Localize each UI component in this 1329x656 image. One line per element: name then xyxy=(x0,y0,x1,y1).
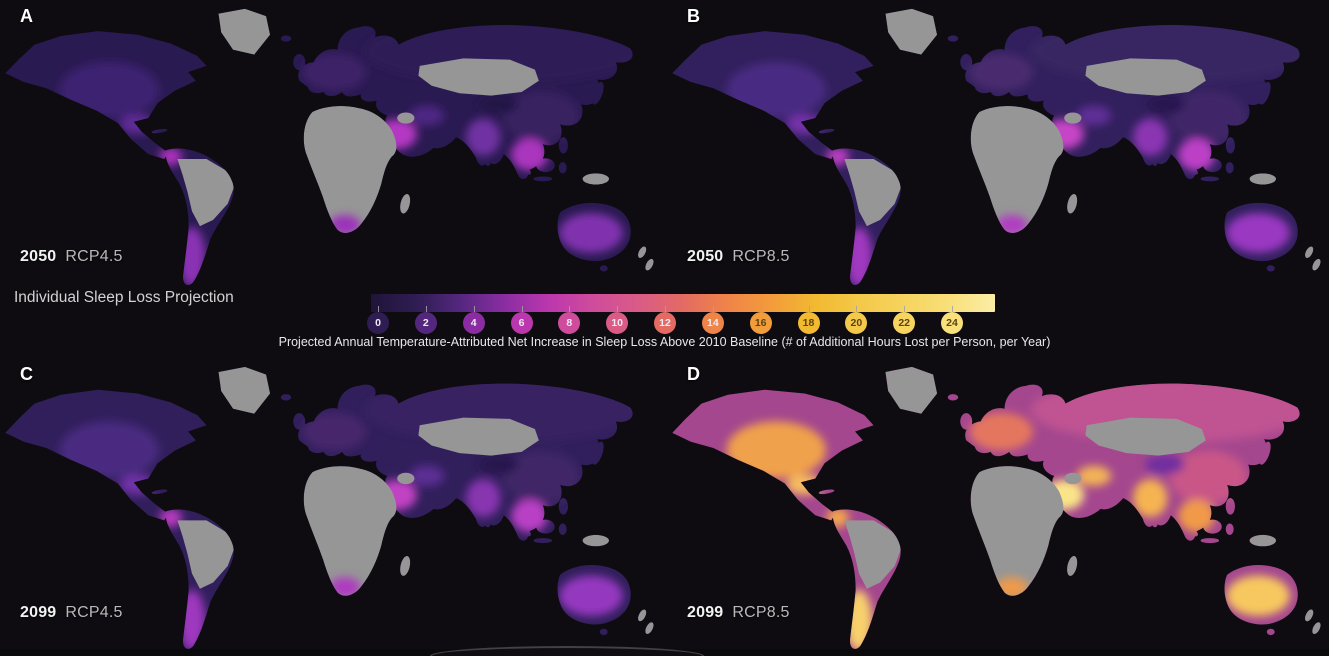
panel-letter-d: D xyxy=(687,364,700,384)
panel-caption-d: 2099 RCP8.5 xyxy=(687,604,790,622)
panel-caption-b: 2050 RCP8.5 xyxy=(687,248,790,266)
map-slot-d xyxy=(667,358,1329,656)
legend-value-chip: 22 xyxy=(893,312,916,334)
bottom-map-row: C 2099 RCP4.5 xyxy=(0,358,1329,656)
legend-value-chip: 2 xyxy=(414,312,437,334)
map-panel-c: C 2099 RCP4.5 xyxy=(0,358,662,656)
world-map xyxy=(5,366,656,649)
legend-band: Individual Sleep Loss Projection 0 2 4 6 8 10… xyxy=(0,285,1329,358)
legend-value-chip: 16 xyxy=(749,312,772,334)
map-slot-c xyxy=(0,358,662,656)
colorbar-tick xyxy=(856,306,858,312)
legend-value-chip: 0 xyxy=(367,312,389,334)
colorbar-tick xyxy=(665,306,666,312)
colorbar-tick xyxy=(617,306,619,312)
panel-scenario: RCP8.5 xyxy=(732,248,790,265)
panel-letter-c: C xyxy=(20,364,33,384)
legend-value-chip: 6 xyxy=(510,312,533,334)
panel-scenario: RCP8.5 xyxy=(732,604,790,621)
legend-value-chip: 12 xyxy=(654,312,676,334)
colorbar-tick xyxy=(378,306,379,312)
panel-letter-b: B xyxy=(687,6,700,26)
colorbar-tick xyxy=(521,306,523,312)
colorbar-tick xyxy=(569,306,571,312)
colorbar xyxy=(371,294,995,312)
panel-caption-a: 2050 RCP4.5 xyxy=(20,248,123,266)
panel-year: 2050 xyxy=(20,248,57,265)
legend-scale: 0 2 4 6 8 10 12 14 16 18 20 22 24 xyxy=(367,294,995,336)
panel-scenario: RCP4.5 xyxy=(65,248,123,265)
colorbar-tick xyxy=(473,306,475,312)
panel-year: 2099 xyxy=(20,604,57,621)
panel-year: 2050 xyxy=(687,248,724,265)
legend-value-chip: 4 xyxy=(462,312,485,334)
colorbar-tick xyxy=(952,306,953,312)
map-panel-b: B 2050 RCP8.5 xyxy=(667,0,1329,292)
legend-title: Individual Sleep Loss Projection xyxy=(14,289,234,306)
legend-value-chip: 10 xyxy=(606,312,629,334)
panel-year: 2099 xyxy=(687,604,724,621)
legend-value-chip: 24 xyxy=(941,312,963,334)
legend-value-chip: 20 xyxy=(845,312,868,334)
world-map xyxy=(5,8,656,286)
colorbar-tick xyxy=(808,306,810,312)
panel-scenario: RCP4.5 xyxy=(65,604,123,621)
legend-value-chip: 14 xyxy=(701,312,724,334)
nodata-layer xyxy=(177,366,654,635)
legend-caption: Projected Annual Temperature-Attributed … xyxy=(278,335,1051,349)
nodata-layer xyxy=(844,366,1321,635)
colorbar-tick xyxy=(760,306,762,312)
map-slot-a xyxy=(0,0,662,292)
legend-value-chip: 8 xyxy=(558,312,581,334)
nodata-layer xyxy=(177,8,654,271)
world-map xyxy=(672,8,1323,286)
map-slot-b xyxy=(667,0,1329,292)
nodata-layer xyxy=(844,8,1321,271)
map-panel-d: D 2099 RCP8.5 xyxy=(667,358,1329,656)
colorbar-tick xyxy=(712,306,714,312)
legend-value-chip: 18 xyxy=(797,312,820,334)
panel-caption-c: 2099 RCP4.5 xyxy=(20,604,123,622)
panel-letter-a: A xyxy=(20,6,33,26)
colorbar-tick xyxy=(425,306,427,312)
world-map xyxy=(672,366,1323,649)
map-panel-a: A 2050 RCP4.5 xyxy=(0,0,662,292)
colorbar-tick xyxy=(904,306,906,312)
top-map-row: A 2050 RCP4.5 xyxy=(0,0,1329,292)
